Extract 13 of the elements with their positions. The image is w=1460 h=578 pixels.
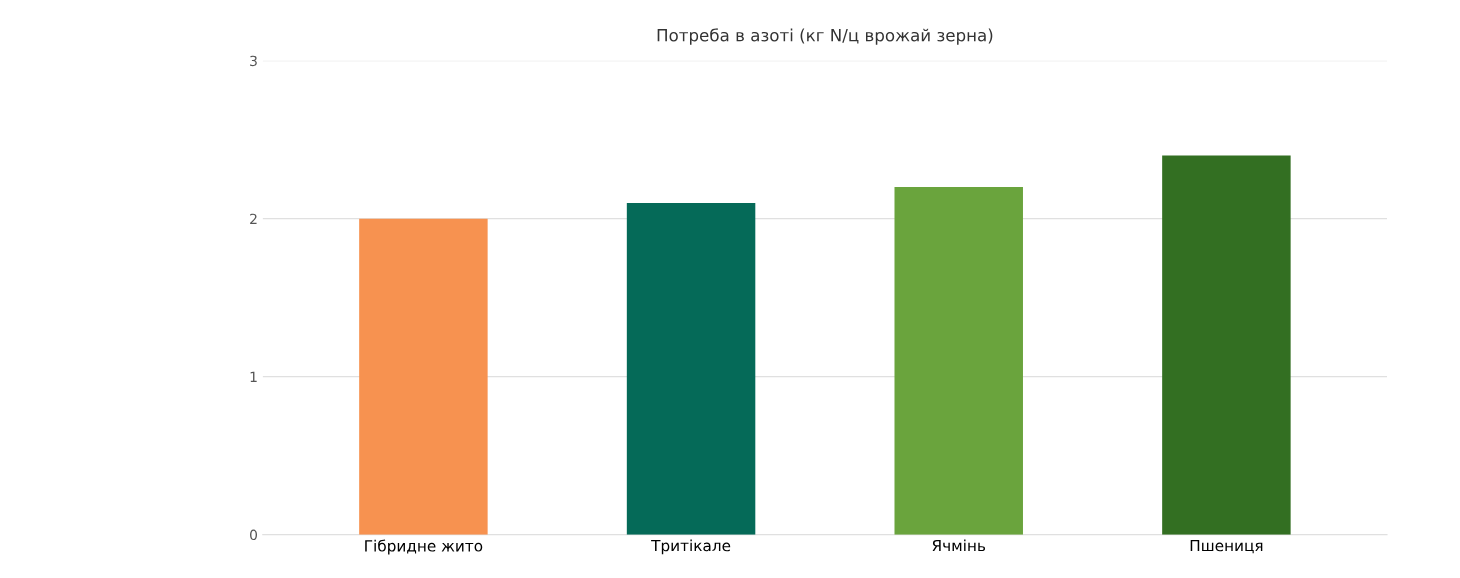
x-tick-label: Пшениця: [1190, 539, 1263, 554]
x-tick-label: Тритікале: [651, 539, 731, 555]
x-tick-label: Гібридне жито: [365, 539, 483, 555]
bar: [1162, 155, 1291, 535]
bar: [359, 218, 488, 535]
y-tick-label: 3: [250, 55, 257, 67]
bar: [626, 202, 756, 535]
y-tick-label: 1: [250, 371, 257, 382]
y-tick-label: 2: [250, 213, 257, 224]
x-tick-label: Ячмінь: [932, 539, 986, 552]
y-tick-label: 0: [250, 529, 258, 541]
chart-title: Потреба в азоті (кг N/ц врожай зерна): [657, 28, 993, 45]
bar: [894, 187, 1023, 535]
